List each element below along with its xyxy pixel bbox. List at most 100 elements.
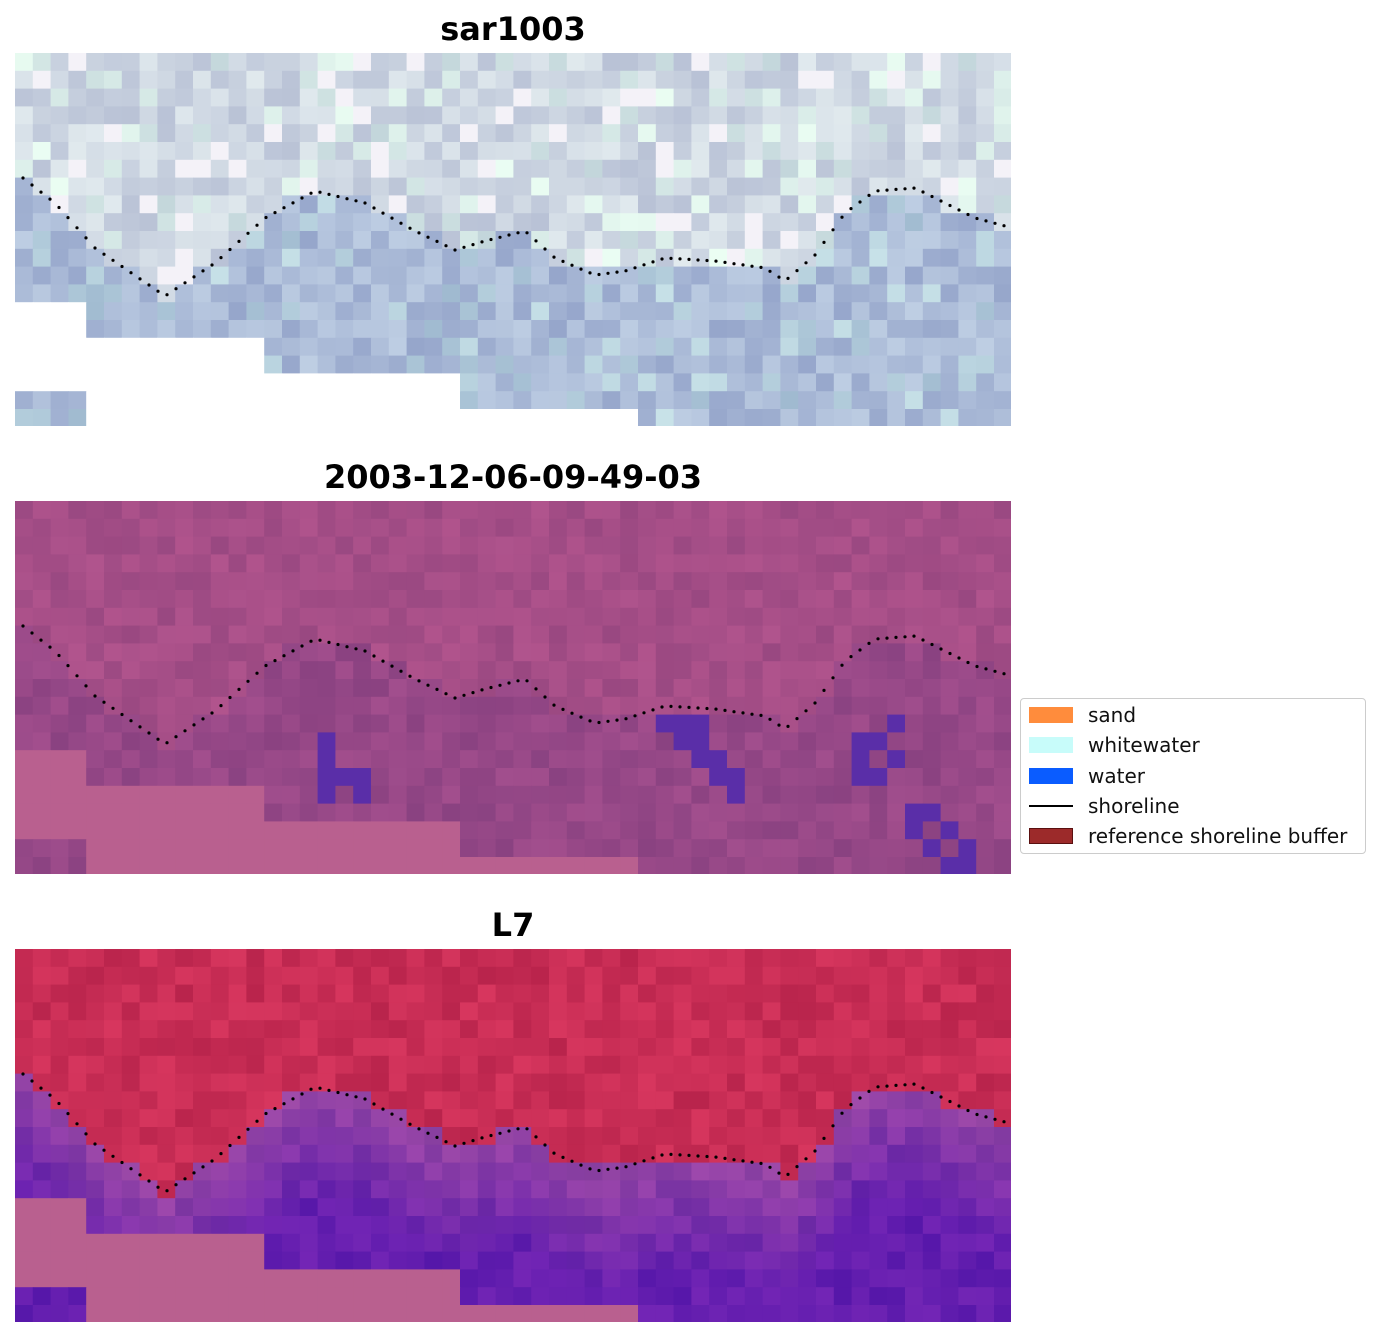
image-pixel (549, 1216, 568, 1235)
image-pixel (655, 768, 675, 787)
image-pixel (353, 1180, 372, 1199)
image-pixel (638, 518, 657, 538)
image-pixel (317, 1180, 336, 1199)
image-pixel (121, 159, 141, 179)
image-pixel (246, 1216, 265, 1235)
image-pixel (566, 373, 586, 392)
image-pixel (513, 88, 532, 107)
image-pixel (228, 1127, 247, 1146)
image-pixel (762, 195, 781, 214)
image-pixel (193, 1038, 212, 1057)
shoreline-point (921, 638, 925, 642)
image-pixel (228, 1233, 247, 1253)
shoreline-point (525, 231, 529, 235)
image-pixel (744, 1002, 764, 1021)
image-pixel (139, 1216, 158, 1235)
image-pixel (353, 1198, 372, 1217)
image-pixel (709, 785, 728, 805)
shoreline-point (489, 685, 493, 690)
image-pixel (371, 1020, 390, 1039)
image-pixel (460, 768, 479, 787)
image-pixel (477, 857, 497, 874)
image-pixel (424, 949, 443, 968)
image-pixel (602, 1233, 621, 1253)
image-pixel (68, 213, 87, 232)
image-pixel (335, 373, 354, 392)
image-pixel (655, 1216, 675, 1235)
image-pixel (940, 607, 959, 627)
image-pixel (175, 949, 194, 968)
image-pixel (513, 803, 532, 822)
image-pixel (994, 320, 1011, 339)
image-pixel (50, 1127, 69, 1146)
image-pixel (976, 284, 995, 303)
image-pixel (371, 1233, 390, 1253)
image-pixel (922, 1109, 942, 1128)
image-pixel (566, 803, 586, 822)
shoreline-point (597, 720, 601, 725)
image-pixel (905, 857, 924, 874)
image-pixel (744, 984, 764, 1003)
image-pixel (460, 501, 479, 520)
image-pixel (744, 1251, 764, 1270)
image-pixel (442, 643, 461, 662)
image-pixel (994, 1073, 1011, 1092)
image-pixel (228, 1073, 247, 1092)
image-pixel (869, 696, 888, 716)
image-pixel (353, 1216, 372, 1235)
image-pixel (887, 536, 906, 555)
image-pixel (744, 803, 764, 822)
shoreline-point (516, 1127, 520, 1131)
image-pixel (887, 284, 906, 303)
image-pixel (976, 1216, 995, 1235)
image-pixel (139, 607, 158, 627)
image-pixel (851, 177, 870, 196)
image-pixel (816, 159, 835, 179)
image-pixel (833, 302, 853, 321)
image-pixel (50, 1305, 69, 1322)
image-pixel (531, 320, 550, 339)
image-pixel (460, 266, 479, 285)
image-pixel (50, 714, 69, 733)
image-pixel (335, 355, 354, 374)
image-pixel (86, 355, 105, 374)
image-pixel (655, 679, 675, 698)
image-pixel (139, 803, 158, 822)
image-pixel (531, 1287, 550, 1306)
image-pixel (139, 625, 158, 644)
image-pixel (406, 266, 425, 285)
image-pixel (246, 661, 265, 680)
image-pixel (477, 1127, 497, 1146)
image-pixel (32, 355, 52, 374)
image-pixel (388, 750, 408, 769)
image-pixel (798, 536, 817, 555)
image-pixel (727, 337, 746, 357)
image-pixel (15, 177, 34, 196)
image-pixel (495, 732, 514, 751)
image-pixel (282, 1020, 301, 1039)
image-pixel (264, 70, 283, 90)
image-pixel (762, 88, 781, 107)
image-pixel (584, 1020, 603, 1039)
image-pixel (246, 1269, 265, 1288)
image-pixel (228, 1020, 247, 1039)
image-pixel (691, 803, 710, 822)
image-pixel (157, 302, 176, 321)
image-pixel (994, 88, 1011, 107)
image-pixel (175, 284, 194, 303)
image-pixel (976, 1287, 995, 1306)
image-pixel (584, 231, 603, 250)
image-pixel (282, 949, 301, 968)
image-pixel (228, 159, 247, 179)
image-pixel (139, 536, 158, 555)
image-pixel (228, 266, 247, 285)
image-pixel (335, 966, 354, 986)
image-pixel (780, 572, 799, 591)
shoreline-point (435, 1135, 439, 1139)
shoreline-point (453, 1144, 457, 1148)
image-pixel (406, 213, 425, 232)
image-pixel (566, 1180, 586, 1199)
image-pixel (175, 643, 194, 662)
image-pixel (744, 231, 764, 250)
image-pixel (762, 949, 781, 968)
